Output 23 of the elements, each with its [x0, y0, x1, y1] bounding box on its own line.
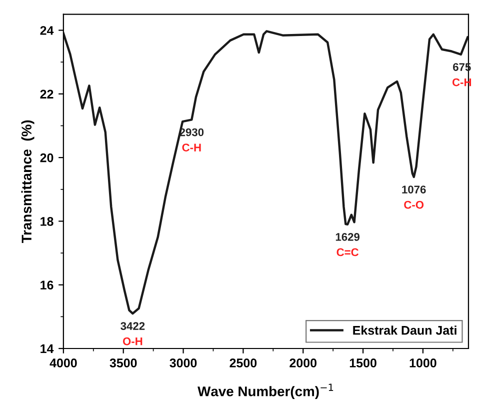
x-tick-label: 1500 — [350, 358, 376, 368]
y-tick-label: 24 — [40, 26, 54, 35]
x-tick-label: 3500 — [110, 358, 137, 368]
annotation: 1629 — [336, 233, 360, 241]
y-tick-label: 22 — [40, 90, 54, 98]
x-tick-label: 2000 — [290, 358, 316, 368]
legend-label: Ekstrak Daun Jati — [353, 326, 456, 335]
x-tick-label: 1000 — [410, 358, 436, 368]
x-tick-label: 3000 — [170, 358, 197, 368]
annotation: O-H — [122, 337, 142, 346]
y-tick-label: 18 — [40, 217, 54, 226]
y-tick-label: 14 — [40, 344, 54, 354]
y-axis-title: Transmittance (%) — [21, 120, 34, 244]
annotation: C=C — [336, 248, 359, 256]
x-tick-label: 2500 — [230, 358, 257, 368]
x-axis-title: Wave Number(cm)$^{−1}$ — [198, 384, 334, 400]
y-tick-label: 16 — [40, 280, 54, 290]
annotation: 3422 — [120, 322, 145, 330]
annotation: C-O — [404, 200, 424, 209]
annotation: 1076 — [402, 186, 426, 194]
y-tick-label: 20 — [40, 153, 54, 162]
annotation: C-H — [182, 144, 201, 152]
x-tick-label: 4000 — [50, 358, 77, 368]
